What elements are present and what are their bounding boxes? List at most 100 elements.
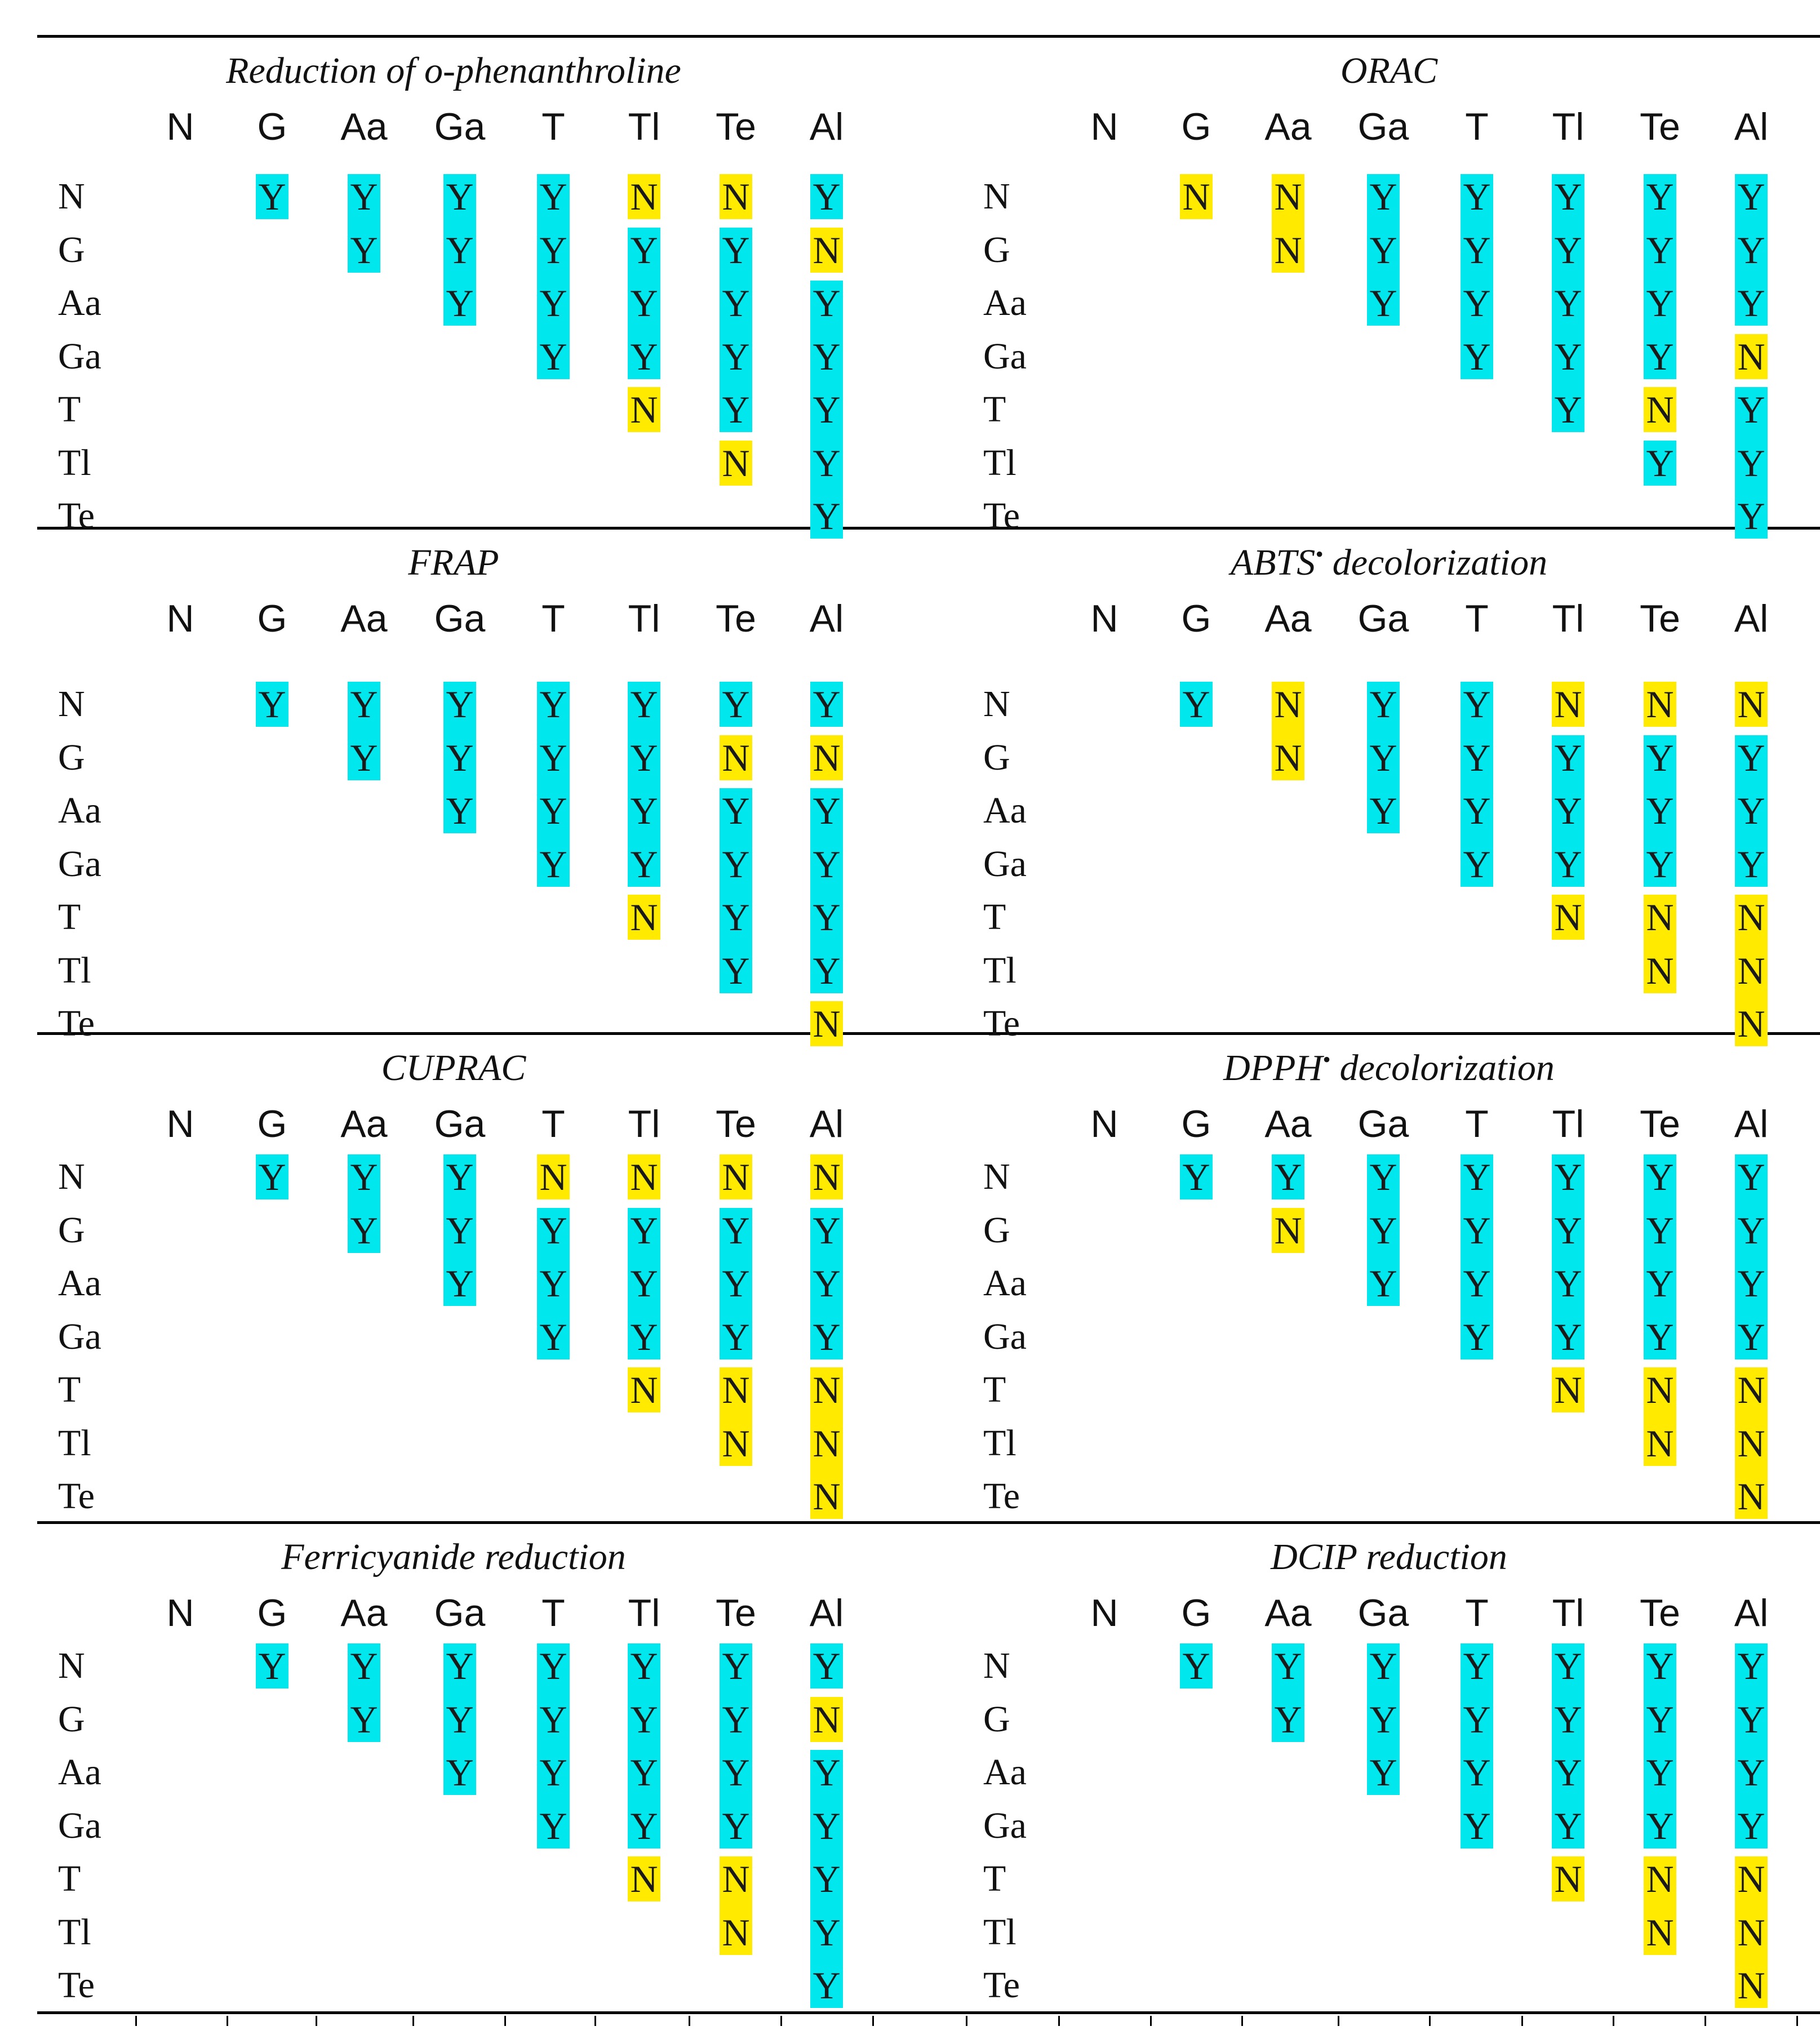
matrix-cell: Y xyxy=(813,683,841,726)
row-header: T xyxy=(983,1369,1006,1410)
column-header: Ga xyxy=(434,597,486,640)
matrix-cell: Y xyxy=(1463,1751,1491,1794)
matrix-cell: Y xyxy=(630,789,658,832)
row-header: Te xyxy=(58,1476,95,1517)
yes-highlight-bar xyxy=(1180,1154,1213,1199)
matrix-cell: Y xyxy=(1369,1698,1397,1741)
matrix-cell: N xyxy=(539,1156,567,1198)
matrix-cell: Y xyxy=(1463,282,1491,325)
yes-highlight-bar xyxy=(1552,1643,1584,1849)
no-highlight-bar xyxy=(1644,1367,1676,1466)
matrix-cell: Y xyxy=(446,282,474,325)
row-header: T xyxy=(58,389,81,430)
matrix-cell: Y xyxy=(1737,1804,1765,1847)
yes-highlight-bar xyxy=(1644,735,1676,887)
row-header: N xyxy=(58,1645,85,1686)
matrix-cell: Y xyxy=(1554,175,1582,218)
matrix-cell: Y xyxy=(813,388,841,431)
matrix-cell: Y xyxy=(813,1315,841,1358)
row-header: Aa xyxy=(58,1752,101,1793)
row-header: Aa xyxy=(983,1752,1027,1793)
matrix-cell: Y xyxy=(813,1804,841,1847)
row-header: Te xyxy=(983,495,1020,536)
matrix-cell: Y xyxy=(1463,1156,1491,1198)
no-highlight-bar xyxy=(628,1154,660,1199)
baseline-tick-mark xyxy=(135,2016,137,2026)
no-highlight-bar xyxy=(628,1856,660,1901)
column-header: G xyxy=(1181,1103,1211,1145)
yes-highlight-bar xyxy=(810,281,843,539)
matrix-cell: Y xyxy=(539,1804,567,1847)
matrix-cell: Y xyxy=(539,1315,567,1358)
no-highlight-bar xyxy=(1644,1856,1676,1955)
row-header: Aa xyxy=(983,790,1027,831)
matrix-cell: Y xyxy=(722,335,750,378)
yes-highlight-bar xyxy=(1644,1154,1676,1359)
matrix-cell: Y xyxy=(1646,228,1674,272)
row-header: G xyxy=(58,736,85,778)
column-header: Ga xyxy=(434,105,486,148)
matrix-cell: Y xyxy=(350,1156,378,1198)
baseline-tick-mark xyxy=(1429,2016,1431,2026)
column-header: Aa xyxy=(340,1103,388,1145)
column-header: Ga xyxy=(1357,1592,1409,1634)
yes-highlight-bar xyxy=(537,1643,570,1849)
row-header: Te xyxy=(983,1003,1020,1044)
matrix-cell: Y xyxy=(1463,1645,1491,1687)
column-header: Aa xyxy=(340,1592,388,1634)
matrix-cell: Y xyxy=(813,949,841,992)
matrix-cell: Y xyxy=(446,736,474,779)
yes-highlight-bar xyxy=(537,174,570,379)
no-highlight-bar xyxy=(628,174,660,219)
column-header: T xyxy=(1465,597,1489,640)
matrix-cell: Y xyxy=(1737,388,1765,431)
matrix-cell: Y xyxy=(722,1645,750,1687)
yes-highlight-bar xyxy=(1367,1154,1400,1306)
column-header: Aa xyxy=(1264,105,1312,148)
panel-title: ABTS• decolorization xyxy=(995,535,1783,591)
column-header: Al xyxy=(809,1592,844,1634)
row-header: T xyxy=(983,389,1006,430)
matrix-cell: Y xyxy=(1646,441,1674,485)
baseline-tick-mark xyxy=(1058,2016,1060,2026)
matrix-cell: N xyxy=(1737,1002,1765,1045)
row-header: Ga xyxy=(983,335,1027,377)
row-header: Aa xyxy=(58,790,101,831)
column-header: Ga xyxy=(1357,105,1409,148)
matrix-cell: N xyxy=(722,175,750,218)
matrix-cell: Y xyxy=(813,1964,841,2007)
column-header: Aa xyxy=(1264,1592,1312,1634)
matrix-cell: N xyxy=(1737,1964,1765,2007)
matrix-cell: Y xyxy=(539,1208,567,1252)
matrix-cell: N xyxy=(722,736,750,779)
no-highlight-bar xyxy=(1272,1207,1304,1253)
matrix-cell: Y xyxy=(630,1315,658,1358)
panel-title-text: FRAP xyxy=(408,542,499,583)
matrix-cell: Y xyxy=(722,789,750,832)
matrix-cell: Y xyxy=(350,1645,378,1687)
column-header: Te xyxy=(716,1592,756,1634)
matrix-cell: N xyxy=(1737,1368,1765,1411)
no-highlight-bar xyxy=(1735,334,1768,379)
no-highlight-bar xyxy=(810,1154,843,1199)
matrix-cell: Y xyxy=(1737,1645,1765,1687)
no-highlight-bar xyxy=(1552,682,1584,727)
matrix-cell: Y xyxy=(722,228,750,272)
yes-highlight-bar xyxy=(1552,1154,1584,1359)
yes-highlight-bar xyxy=(628,1643,660,1849)
yes-highlight-bar xyxy=(256,682,288,727)
matrix-cell: Y xyxy=(1554,282,1582,325)
panel-title-text: DPPH xyxy=(1223,1047,1323,1088)
baseline-tick-mark xyxy=(1521,2016,1523,2026)
panel-title-text: Ferricyanide reduction xyxy=(281,1536,626,1578)
row-header: G xyxy=(58,229,85,270)
matrix-cell: Y xyxy=(1554,1315,1582,1358)
panel-title: CUPRAC xyxy=(59,1040,848,1096)
matrix-cell: Y xyxy=(813,1645,841,1687)
matrix-cell: Y xyxy=(630,335,658,378)
matrix-cell: Y xyxy=(1369,736,1397,779)
matrix-cell: Y xyxy=(630,1645,658,1687)
matrix-cell: Y xyxy=(1554,1208,1582,1252)
matrix-cell: Y xyxy=(1554,1645,1582,1687)
matrix-cell: Y xyxy=(1646,1804,1674,1847)
